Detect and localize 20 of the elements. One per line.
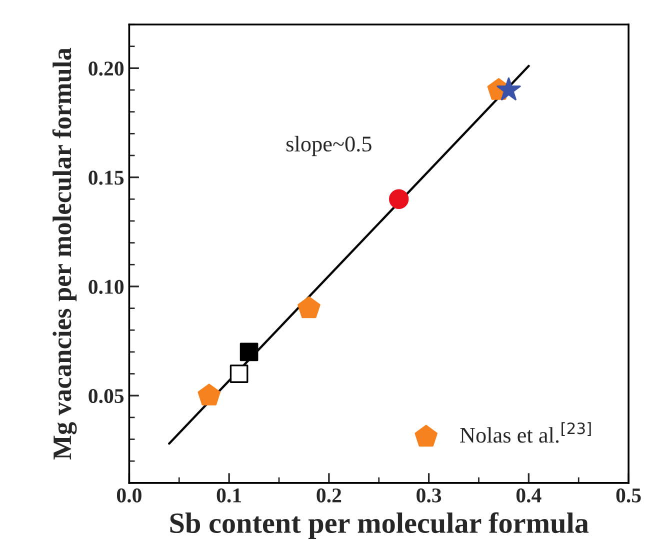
x-tick-label: 0.1	[216, 488, 242, 503]
y-tick-label: 0.10	[88, 280, 124, 294]
point	[298, 296, 320, 318]
point	[496, 77, 521, 100]
point	[198, 384, 220, 406]
point	[388, 189, 409, 210]
y-axis-title: Mg vacancies per molecular formula	[52, 48, 77, 460]
y-tick-label: 0.20	[88, 62, 124, 76]
x-tick-label: 0.5	[616, 488, 641, 503]
x-axis-title: Sb content per molecular formula	[170, 512, 589, 539]
point	[240, 342, 258, 362]
x-tick-label: 0.2	[316, 488, 342, 503]
legend-label: Nolas et al.$^{[23]}$	[460, 422, 591, 443]
x-tick-label: 0.4	[516, 488, 542, 503]
x-tick-label: 0.3	[416, 488, 442, 503]
y-tick-label: 0.15	[88, 170, 124, 185]
point	[230, 364, 248, 383]
annotation: slope~0.5	[286, 136, 372, 156]
x-tick-label: 0.0	[116, 488, 142, 503]
y-tick-label: 0.05	[88, 388, 124, 404]
